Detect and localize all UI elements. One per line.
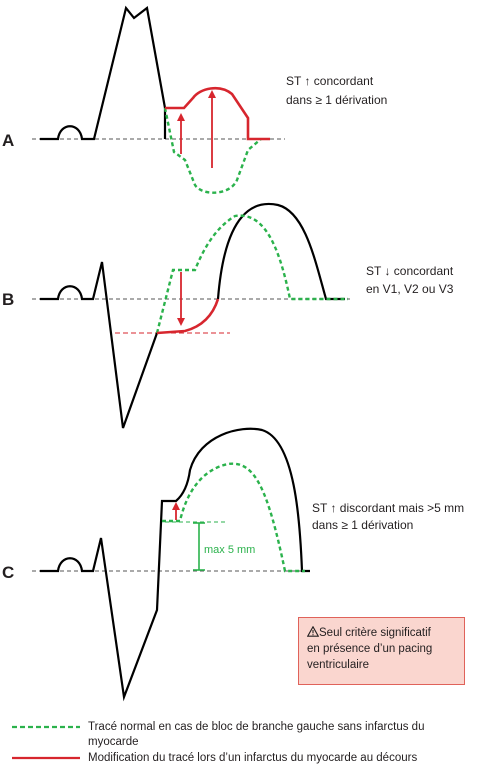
- panel-b: B ST ↓ concordant en V1, V2 ou V3: [2, 202, 454, 429]
- panel-c-annotation-line1: ST ↑ discordant mais >5 mm: [312, 501, 464, 515]
- panel-c-label: C: [2, 563, 14, 582]
- legend-dashed-line1: Tracé normal en cas de bloc de branche g…: [88, 721, 425, 733]
- panel-a-annotation-line1: ST ↑ concordant: [286, 74, 374, 88]
- panel-b-normal-dashed-trace: [155, 214, 348, 334]
- panel-c-measure-label: max 5 mm: [204, 544, 255, 556]
- legend-item-solid: Modification du tracé lors d’un infarctu…: [88, 751, 417, 766]
- warning-line-1: Seul critère significatif: [319, 627, 431, 639]
- panel-c-measure-bracket: [193, 522, 205, 571]
- panel-a: A ST ↑ concordant dans ≥ 1 dérivation: [2, 5, 387, 194]
- legend-dashed-line2: myocarde: [88, 736, 139, 748]
- panel-c-annotation-line2: dans ≥ 1 dérivation: [312, 518, 413, 532]
- panel-a-normal-dashed-trace: [163, 107, 262, 194]
- panel-b-annotation-line1: ST ↓ concordant: [366, 264, 454, 278]
- legend-item-dashed: Tracé normal en cas de bloc de branche g…: [88, 720, 424, 750]
- panel-a-infarct-trace: [165, 86, 270, 141]
- panel-b-black-late-wave: [216, 202, 345, 301]
- panel-c-black-trace: [40, 427, 310, 702]
- panel-b-black-trace: [40, 261, 159, 429]
- warning-triangle-icon: [307, 626, 319, 637]
- panel-a-label: A: [2, 131, 14, 150]
- legend-solid-line1: Modification du tracé lors d’un infarctu…: [88, 752, 418, 764]
- panel-b-annotation-line2: en V1, V2 ou V3: [366, 282, 454, 296]
- warning-line-2: en présence d’un pacing: [307, 643, 433, 655]
- warning-box: Seul critère significatif en présence d’…: [298, 617, 465, 685]
- panel-a-annotation-line2: dans ≥ 1 dérivation: [286, 93, 387, 107]
- panel-a-black-trace: [40, 5, 167, 141]
- panel-c: max 5 mm C ST ↑ discordant mais >5 mm da…: [2, 427, 464, 702]
- panel-b-label: B: [2, 290, 14, 309]
- panel-b-infarct-trace: [156, 298, 220, 335]
- warning-line-3: ventriculaire: [307, 659, 369, 671]
